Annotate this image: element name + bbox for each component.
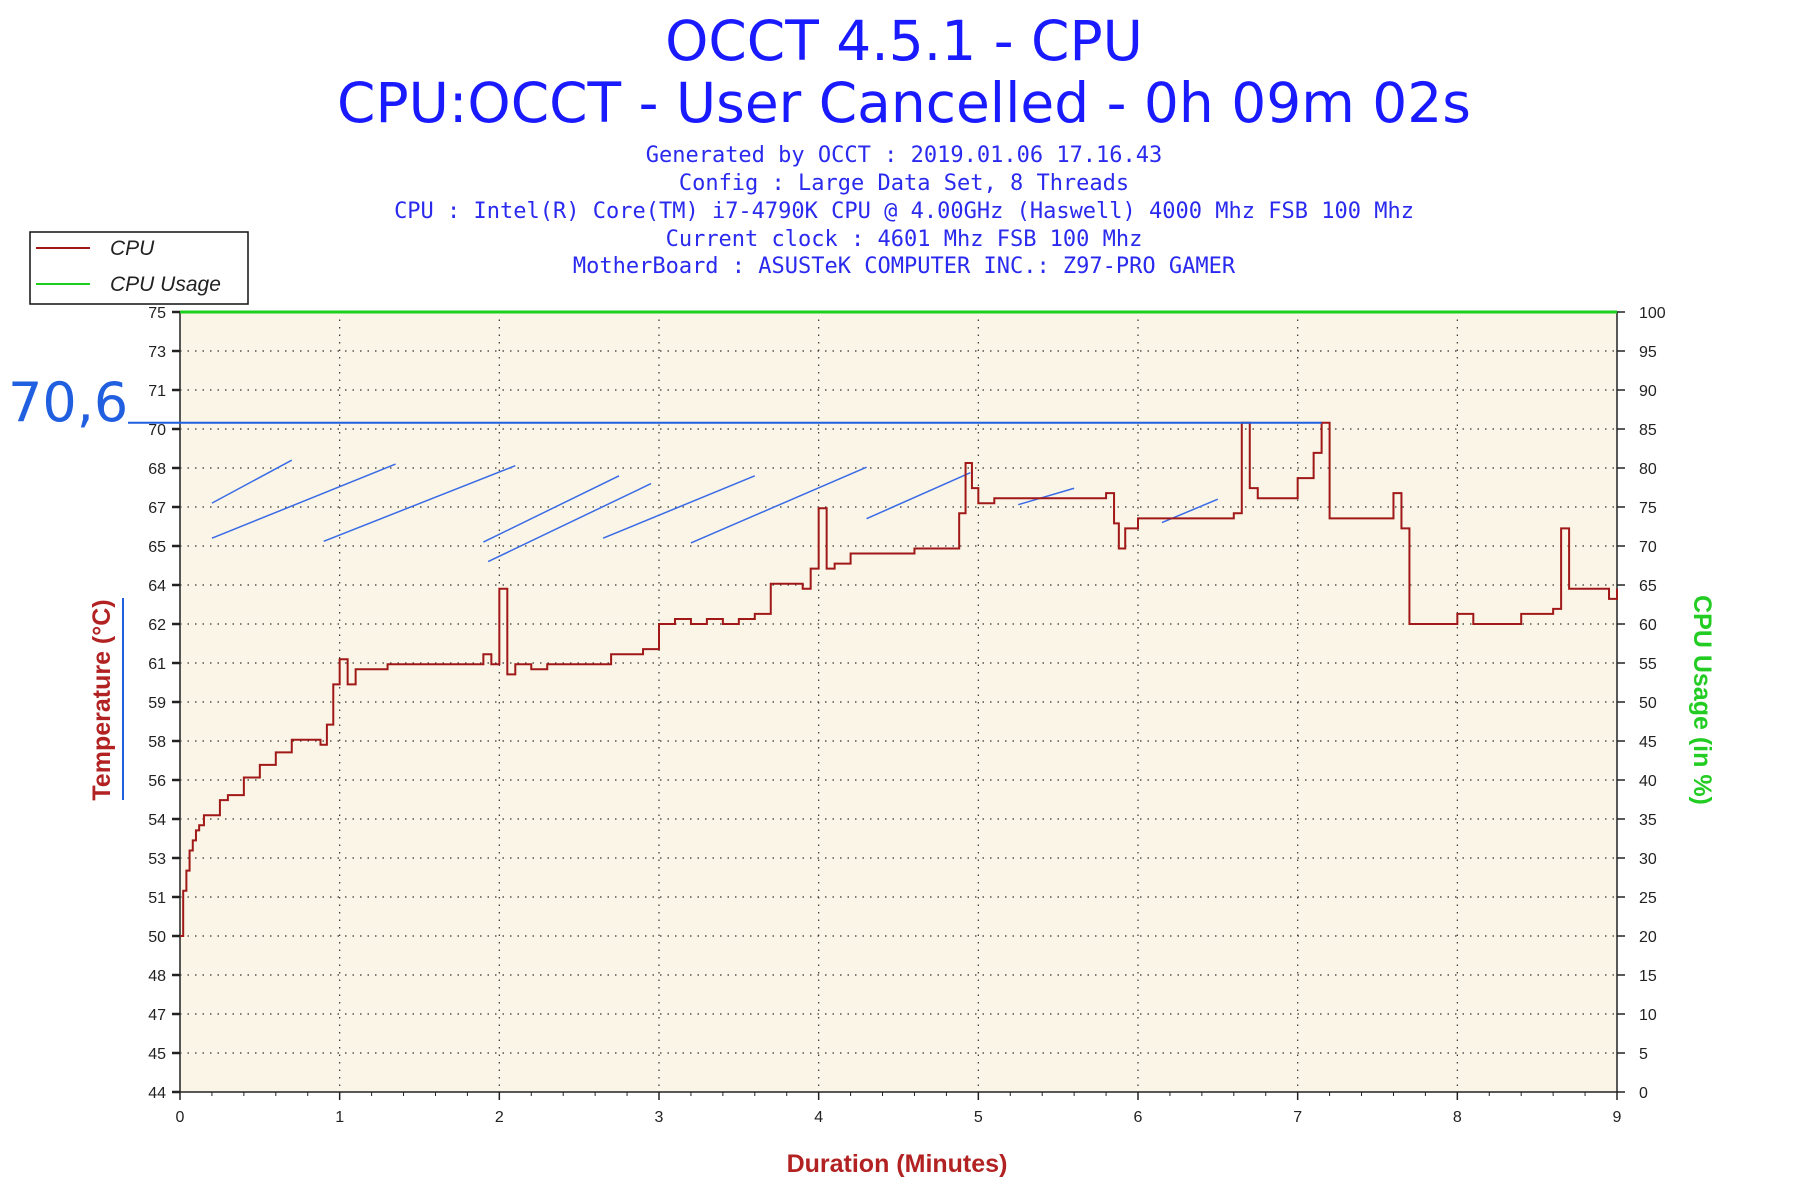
series-lines (180, 310, 1618, 937)
x-tick-label: 2 (495, 1109, 504, 1126)
x-axis-label: Duration (Minutes) (787, 1150, 1008, 1178)
y-left-tick-label: 61 (148, 656, 166, 673)
x-tick-label: 0 (176, 1109, 185, 1126)
y-right-tick-label: 70 (1639, 539, 1657, 556)
y-right-tick-label: 25 (1639, 890, 1657, 907)
y-left-tick-label: 62 (148, 617, 166, 634)
y-right-tick-label: 40 (1639, 773, 1657, 790)
y-right-tick-label: 35 (1639, 812, 1657, 829)
x-tick-label: 1 (335, 1109, 344, 1126)
y-left-tick-label: 65 (148, 539, 166, 556)
info-current-clock: Current clock : 4601 Mhz FSB 100 Mhz (666, 227, 1143, 252)
y-right-tick-label: 5 (1639, 1046, 1648, 1063)
max-temp-annotation: 70,6 (8, 371, 128, 434)
y-right-tick-label: 30 (1639, 851, 1657, 868)
y-left-axis-label: Temperature (°C) (88, 599, 116, 800)
x-tick-label: 5 (974, 1109, 983, 1126)
y-right-tick-label: 50 (1639, 695, 1657, 712)
y-right-tick-label: 60 (1639, 617, 1657, 634)
y-left-tick-label: 50 (148, 929, 166, 946)
hatch-line (483, 475, 620, 543)
x-ticks: 0 1 2 3 4 5 6 7 8 9 (176, 1092, 1622, 1126)
y-left-tick-label: 67 (148, 500, 166, 517)
hatch-annotations (211, 459, 1219, 563)
y-right-tick-label: 90 (1639, 383, 1657, 400)
y-left-tick-label: 53 (148, 851, 166, 868)
grid-lines (180, 312, 1617, 1092)
y-left-tick-label: 48 (148, 968, 166, 985)
y-right-tick-label: 75 (1639, 500, 1657, 517)
y-right-tick-label: 0 (1639, 1085, 1648, 1102)
y-right-tick-label: 80 (1639, 461, 1657, 478)
info-cpu: CPU : Intel(R) Core(TM) i7-4790K CPU @ 4… (394, 199, 1414, 224)
hatch-line (1018, 487, 1075, 506)
y-right-tick-label: 65 (1639, 578, 1657, 595)
legend-label-cpu: CPU (110, 237, 155, 260)
hatch-line (602, 475, 756, 539)
hatch-line (487, 482, 652, 563)
y-left-tick-label: 44 (148, 1085, 166, 1102)
y-right-tick-label: 95 (1639, 344, 1657, 361)
x-tick-label: 7 (1293, 1109, 1302, 1126)
x-tick-label: 3 (655, 1109, 664, 1126)
hatch-line (211, 463, 396, 539)
info-motherboard: MotherBoard : ASUSTeK COMPUTER INC.: Z97… (573, 254, 1236, 279)
y-left-ticks: 44 45 47 48 50 51 53 54 56 58 59 61 62 64 65 67 68 70 71 73… (148, 305, 180, 1102)
hatch-line (211, 459, 293, 504)
y-right-ticks: 0 5 10 15 20 25 30 35 40 45 50 55 60 65 70 75 80 85 90 95 10… (1617, 305, 1666, 1102)
y-left-tick-label: 70 (148, 422, 166, 439)
x-tick-label: 9 (1613, 1109, 1622, 1126)
x-tick-label: 8 (1453, 1109, 1462, 1126)
y-left-tick-label: 71 (148, 383, 166, 400)
plot-area (179, 311, 1618, 1093)
y-left-tick-label: 58 (148, 734, 166, 751)
chart-title: OCCT 4.5.1 - CPU (665, 9, 1143, 73)
y-right-tick-label: 20 (1639, 929, 1657, 946)
y-left-tick-label: 75 (148, 305, 166, 322)
y-left-tick-label: 45 (148, 1046, 166, 1063)
hatch-line (690, 466, 867, 544)
y-right-tick-label: 100 (1639, 305, 1666, 322)
y-right-tick-label: 85 (1639, 422, 1657, 439)
info-config: Config : Large Data Set, 8 Threads (679, 171, 1129, 196)
y-left-tick-label: 54 (148, 812, 166, 829)
chart-subtitle: CPU:OCCT - User Cancelled - 0h 09m 02s (337, 71, 1471, 135)
y-left-tick-label: 59 (148, 695, 166, 712)
y-left-tick-label: 64 (148, 578, 166, 595)
y-left-tick-label: 51 (148, 890, 166, 907)
y-right-axis-label: CPU Usage (in %) (1688, 595, 1716, 805)
x-tick-label: 6 (1134, 1109, 1143, 1126)
legend: CPU CPU Usage (29, 231, 249, 305)
y-left-tick-label: 47 (148, 1007, 166, 1024)
y-left-tick-label: 56 (148, 773, 166, 790)
series-cpu-line (180, 421, 1618, 937)
y-right-tick-label: 10 (1639, 1007, 1657, 1024)
y-right-tick-label: 55 (1639, 656, 1657, 673)
x-tick-label: 4 (814, 1109, 823, 1126)
info-generated: Generated by OCCT : 2019.01.06 17.16.43 (646, 143, 1163, 168)
legend-label-cpu-usage: CPU Usage (110, 273, 221, 296)
legend-box (29, 231, 249, 305)
hatch-line (323, 464, 516, 543)
hatch-line (866, 471, 971, 520)
y-right-tick-label: 45 (1639, 734, 1657, 751)
y-left-tick-label: 68 (148, 461, 166, 478)
y-left-tick-label: 73 (148, 344, 166, 361)
y-right-tick-label: 15 (1639, 968, 1657, 985)
